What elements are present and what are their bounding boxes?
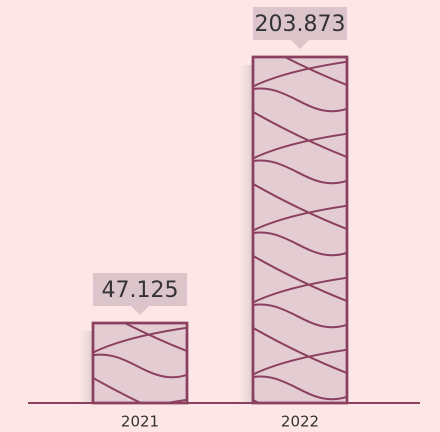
value-label-box <box>93 273 187 307</box>
hatch-line <box>253 132 347 160</box>
hatch-line <box>253 182 347 231</box>
hatch-line <box>282 57 347 87</box>
hatch-line <box>253 159 347 185</box>
hatch-line <box>253 60 347 88</box>
value-label: 47.125 <box>102 278 179 303</box>
value-label-box <box>253 7 347 40</box>
hatch-line <box>122 323 187 353</box>
hatch-line <box>253 276 347 304</box>
value-label-pointer <box>131 306 149 316</box>
hatch-line <box>253 110 347 159</box>
hatch-line <box>253 348 347 376</box>
hatch-line <box>253 303 347 329</box>
hatching <box>253 57 347 403</box>
hatch-line <box>161 398 187 404</box>
x-tick-label: 2022 <box>281 413 319 431</box>
value-label-pointer <box>291 40 309 49</box>
hatch-line <box>253 87 347 113</box>
hatch-line <box>253 254 347 303</box>
bar-shadow <box>75 331 93 403</box>
hatch-line <box>253 375 347 401</box>
hatch-line <box>253 326 347 375</box>
hatch-line <box>253 231 347 257</box>
hatch-line <box>93 353 187 379</box>
hatch-line <box>253 204 347 232</box>
bar-shadow <box>235 65 253 403</box>
bar <box>91 321 189 405</box>
x-tick-label: 2021 <box>121 413 159 431</box>
hatch-line <box>93 326 187 354</box>
value-label: 203.873 <box>255 12 346 37</box>
